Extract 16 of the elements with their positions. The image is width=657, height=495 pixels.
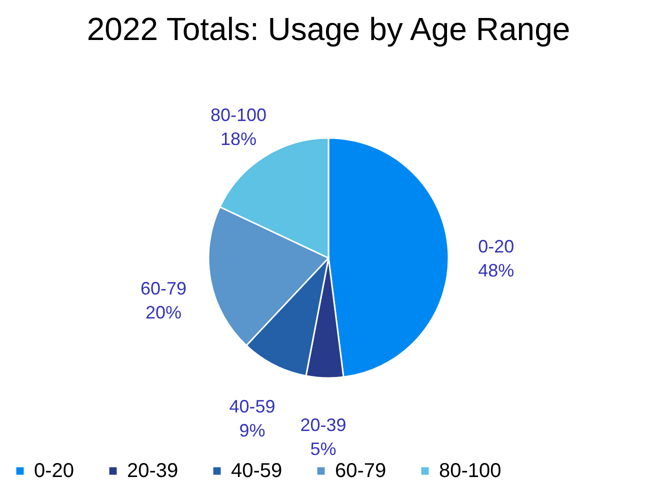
data-label: 18% — [220, 129, 256, 150]
data-label: 9% — [239, 420, 266, 441]
data-label: 48% — [478, 260, 514, 280]
slice-label: 60-79 — [140, 278, 186, 298]
slice-label: 80-100 — [210, 105, 267, 126]
legend-label: 60-79 — [335, 460, 386, 482]
legend-label: 0-20 — [34, 460, 74, 482]
legend-label: 80-100 — [439, 460, 502, 482]
legend-label: 40-59 — [231, 460, 282, 482]
legend-label: 20-39 — [127, 460, 178, 482]
slice-label: 0-20 — [478, 236, 514, 256]
data-label: 5% — [310, 438, 336, 459]
slice-label: 40-59 — [229, 396, 276, 417]
slice-label: 20-39 — [300, 414, 346, 435]
data-label: 20% — [145, 302, 182, 322]
chart-title: 2022 Totals: Usage by Age Range — [86, 11, 570, 47]
